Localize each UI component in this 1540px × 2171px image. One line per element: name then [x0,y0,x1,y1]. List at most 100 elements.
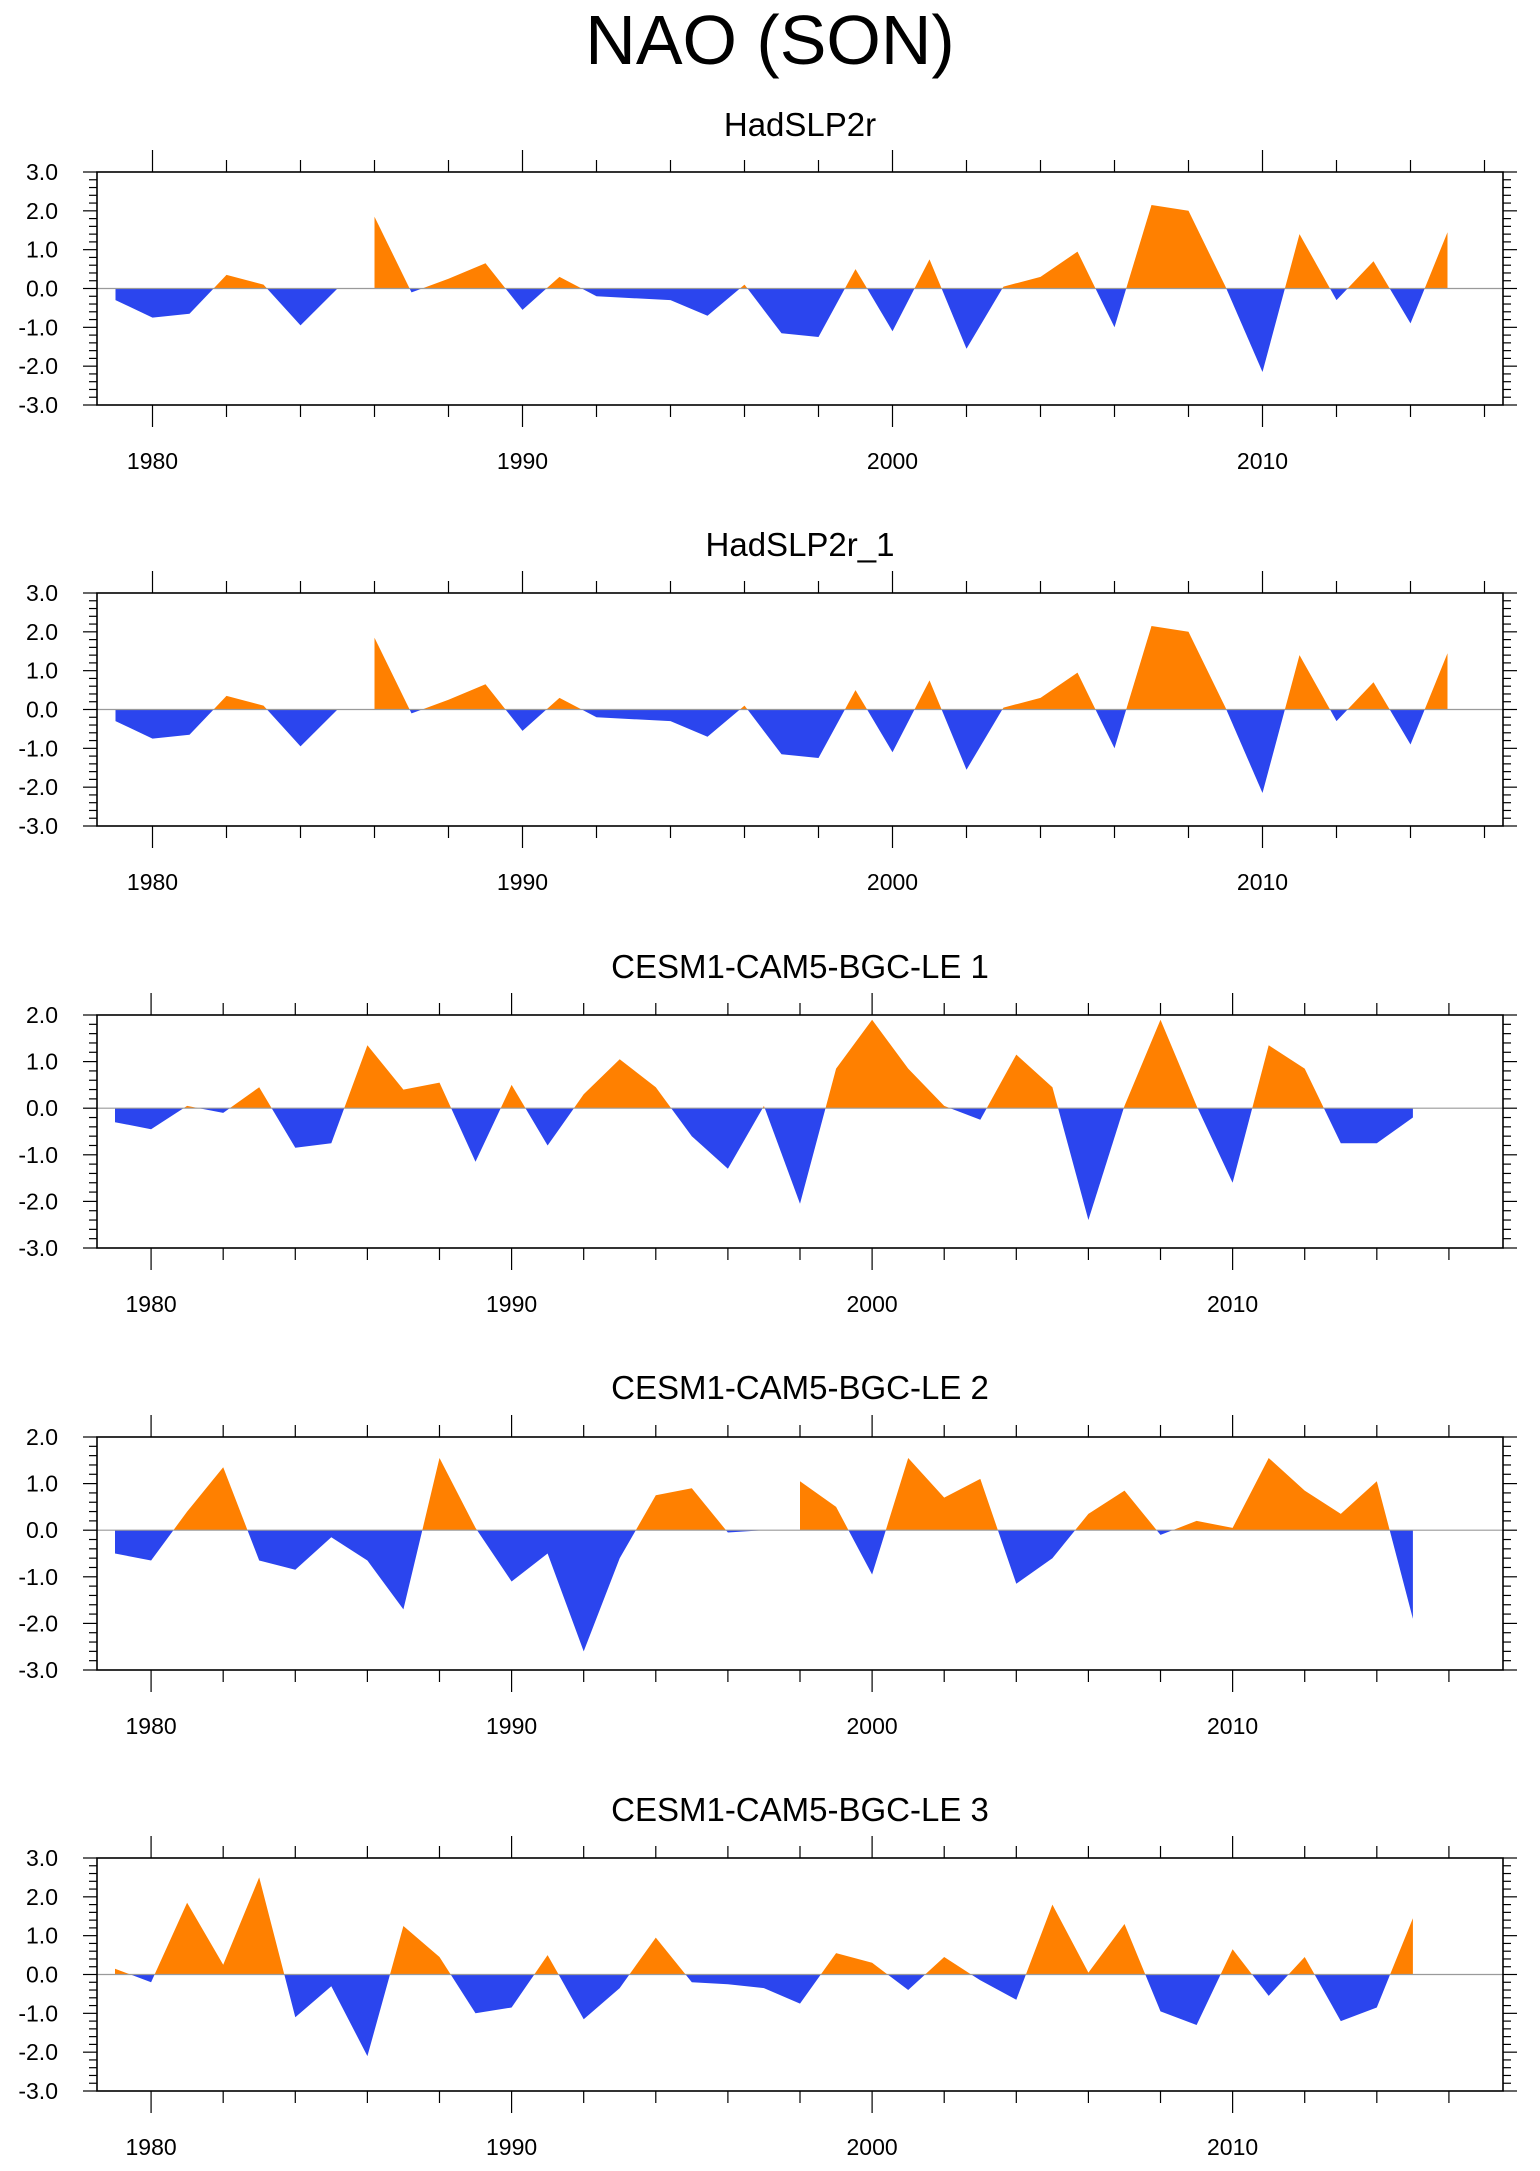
negative-area [1330,709,1348,722]
positive-area [1390,1918,1413,1975]
negative-area [450,1974,535,2014]
positive-area [573,1059,672,1109]
negative-area [1389,288,1425,324]
negative-area [941,709,1003,770]
negative-area [505,709,547,731]
y-tick-label: 2.0 [26,1424,58,1450]
positive-area [1424,232,1448,289]
y-tick-label: -2.0 [18,1610,58,1636]
y-tick-label: -3.0 [18,1657,58,1683]
chart-panel-4: CESM1-CAM5-BGC-LE 2 2.0 1.0 0.0 -1.0 -2.0 -3.0… [18,1369,1517,1739]
y-tick-label: -1.0 [18,1564,58,1590]
chart-title: CESM1-CAM5-BGC-LE 3 [611,1791,989,1828]
y-tick-label: 0.0 [26,1095,58,1121]
y-tick-label: 3.0 [26,159,58,185]
y-tick-label: -1.0 [18,314,58,340]
positive-area [1288,1957,1315,1975]
negative-area [115,1108,184,1130]
negative-area [581,709,740,737]
negative-area [1058,1108,1124,1220]
y-tick-label: 0.0 [26,276,58,302]
x-tick-label: 1990 [497,869,548,895]
y-tick-label: 0.0 [26,1962,58,1988]
y-tick-label: 1.0 [26,658,58,684]
negative-area [267,709,338,747]
y-tick-label: -1.0 [18,1142,58,1168]
x-tick-label: 1980 [125,2134,176,2160]
positive-area [534,1955,559,1975]
positive-area [1025,1904,1146,1975]
negative-area [451,1108,501,1162]
positive-area [546,697,582,710]
chart-panel-1: HadSLP2r 3.0 2.0 1.0 0.0 -1.0 -2.0 -3.0 1980 1990… [18,106,1517,474]
positive-area [925,1957,972,1975]
positive-area [390,1926,451,1975]
negative-area [1226,709,1285,793]
negative-area [1314,1974,1391,2022]
chart-title: CESM1-CAM5-BGC-LE 2 [611,1369,989,1406]
y-tick-label: 2.0 [26,619,58,645]
negative-area [1389,709,1425,745]
positive-area [422,1458,478,1531]
negative-area [747,288,845,337]
negative-area [1226,288,1285,372]
x-tick-label: 2010 [1237,869,1288,895]
positive-area [422,263,506,289]
negative-area [867,709,915,753]
negative-area [581,288,740,316]
x-tick-label: 1980 [125,1713,176,1739]
chart-panel-5: CESM1-CAM5-BGC-LE 3 3.0 2.0 1.0 0.0 -1.0 -2.0 -… [18,1791,1517,2160]
positive-area [374,216,410,289]
y-tick-label: -3.0 [18,813,58,839]
y-tick-label: -2.0 [18,774,58,800]
positive-area [1126,626,1227,710]
positive-area [885,1458,998,1531]
x-tick-label: 2010 [1207,1713,1258,1739]
positive-area [1002,672,1096,710]
chart-title: CESM1-CAM5-BGC-LE 1 [611,948,989,985]
y-tick-label: -2.0 [18,353,58,379]
positive-area [635,1488,726,1531]
x-tick-label: 1990 [497,448,548,474]
negative-area [284,1974,390,2057]
negative-area [764,1108,826,1204]
negative-area [671,1108,763,1169]
negative-area [505,288,547,310]
positive-area [844,690,868,710]
x-tick-label: 2010 [1207,2134,1258,2160]
chart-panel-3: CESM1-CAM5-BGC-LE 1 2.0 1.0 0.0 -1.0 -2.0 -3.0… [18,948,1517,1317]
y-tick-label: -3.0 [18,392,58,418]
y-tick-label: 1.0 [26,1049,58,1075]
positive-area [914,259,942,289]
positive-area [1126,205,1227,289]
negative-area [1095,288,1127,328]
positive-area [800,1481,849,1531]
positive-area [154,1877,285,1975]
y-tick-label: -1.0 [18,735,58,761]
negative-area [247,1530,423,1610]
y-tick-label: 1.0 [26,1923,58,1949]
y-tick-label: 3.0 [26,580,58,606]
x-tick-label: 2000 [847,1713,898,1739]
negative-area [271,1108,345,1148]
positive-area [546,276,582,289]
positive-area [629,1937,686,1975]
y-tick-label: 3.0 [26,1845,58,1871]
positive-area [820,1953,888,1975]
positive-area [1284,655,1330,710]
y-tick-label: 0.0 [26,697,58,723]
y-tick-label: 1.0 [26,1471,58,1497]
negative-area [1389,1530,1413,1619]
positive-area [986,1054,1059,1109]
negative-area [199,1108,230,1113]
y-tick-label: 2.0 [26,198,58,224]
x-tick-label: 1990 [486,1713,537,1739]
y-tick-label: 2.0 [26,1002,58,1028]
negative-area [115,709,214,739]
x-tick-label: 1990 [486,1291,537,1317]
y-tick-label: 0.0 [26,1517,58,1543]
positive-area [374,637,410,710]
negative-area [1095,709,1127,749]
positive-area [229,1087,272,1109]
